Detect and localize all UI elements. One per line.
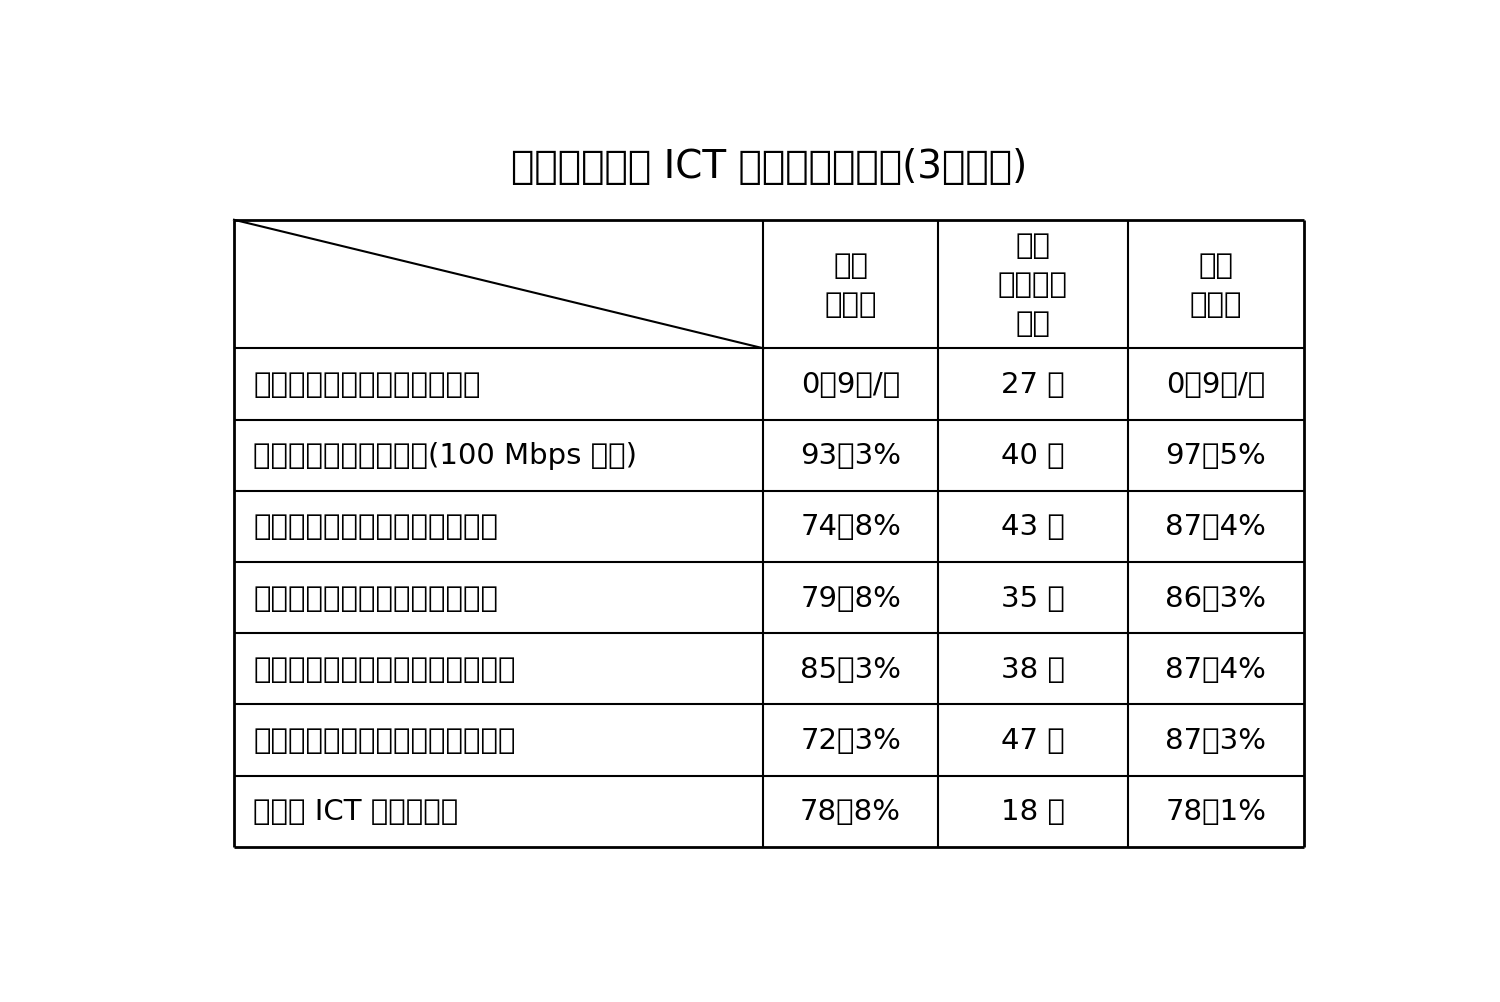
Text: 38 位: 38 位 (1000, 655, 1065, 683)
Text: 86．3%: 86．3% (1166, 584, 1266, 612)
Text: 87．4%: 87．4% (1166, 655, 1266, 683)
Text: 87．3%: 87．3% (1166, 726, 1266, 755)
Text: 教員の ICT 活用指導力: 教員の ICT 活用指導力 (254, 798, 459, 826)
Text: 本道
都道府県
順位: 本道 都道府県 順位 (998, 231, 1068, 338)
Text: 85．3%: 85．3% (800, 655, 901, 683)
Text: 72．3%: 72．3% (800, 726, 901, 755)
Text: 学校における ICT 環境の整備状況(3月現在): 学校における ICT 環境の整備状況(3月現在) (510, 147, 1028, 185)
Text: インターネット接続率(100 Mbps 以上): インターネット接続率(100 Mbps 以上) (254, 442, 638, 470)
Text: 学習者用デジタル教科書の整備率: 学習者用デジタル教科書の整備率 (254, 655, 516, 683)
Text: 97．5%: 97．5% (1166, 442, 1266, 470)
Text: 43 位: 43 位 (1000, 513, 1065, 541)
Text: 47 位: 47 位 (1000, 726, 1065, 755)
Text: 79．8%: 79．8% (800, 584, 901, 612)
Text: 74．8%: 74．8% (800, 513, 901, 541)
Text: 統合型校務支援システム整備率: 統合型校務支援システム整備率 (254, 584, 498, 612)
Text: 27 位: 27 位 (1000, 371, 1065, 399)
Text: 端末１台当たりの児童生徒数: 端末１台当たりの児童生徒数 (254, 371, 482, 399)
Text: 78．8%: 78．8% (800, 798, 901, 826)
Text: 本道
平均値: 本道 平均値 (825, 252, 878, 319)
Text: 40 位: 40 位 (1000, 442, 1065, 470)
Text: 普通教室の大型提示装置整備率: 普通教室の大型提示装置整備率 (254, 513, 498, 541)
Text: 35 位: 35 位 (1000, 584, 1065, 612)
Text: 0．9人/台: 0．9人/台 (1166, 371, 1266, 399)
Text: 0．9人/台: 0．9人/台 (801, 371, 900, 399)
Text: 93．3%: 93．3% (800, 442, 901, 470)
Text: 18 位: 18 位 (1000, 798, 1065, 826)
Text: 87．4%: 87．4% (1166, 513, 1266, 541)
Text: 指導者用デジタル教科書の整備率: 指導者用デジタル教科書の整備率 (254, 726, 516, 755)
Text: 78．1%: 78．1% (1166, 798, 1266, 826)
Text: 全国
平均値: 全国 平均値 (1190, 252, 1242, 319)
